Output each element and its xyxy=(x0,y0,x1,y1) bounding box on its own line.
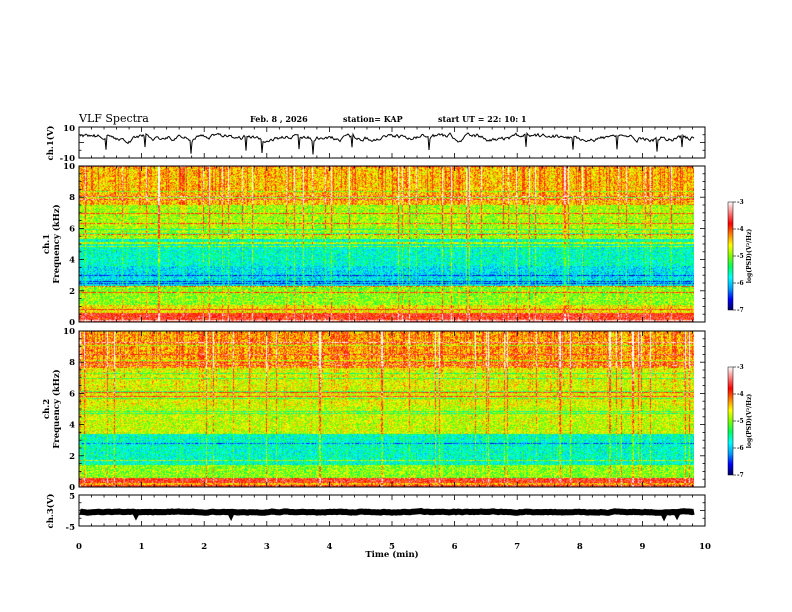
ch3-waveform-ticks xyxy=(78,494,706,527)
colorbar-tick-label: -4 xyxy=(737,226,744,233)
ch1-spectrogram-ytick-labels: 0 2 4 6 8 10 xyxy=(63,162,75,328)
colorbar-tick-label: -6 xyxy=(737,280,744,287)
x-tick-label: 8 xyxy=(577,542,583,552)
y-tick-label: 8 xyxy=(69,193,75,203)
x-tick-label: 2 xyxy=(201,542,207,552)
ch3-ytick-top: 5 xyxy=(69,492,75,502)
ch1-waveform-panel: 10 -10 ch.1(V) xyxy=(45,124,706,164)
ch1-colorbar-label: log(PSD)(V²/Hz) xyxy=(746,229,753,284)
ch1-spectrogram-ylabel-channel: ch.1 xyxy=(42,234,52,254)
colorbar-tick-label: -4 xyxy=(737,391,744,398)
ch2-spectrogram-ylabel-channel: ch.2 xyxy=(42,399,52,419)
y-tick-label: 4 xyxy=(69,421,75,431)
x-tick-label: 4 xyxy=(326,542,332,552)
y-tick-label: 2 xyxy=(69,452,75,462)
ch2-spectrogram-panel: 0 2 4 6 8 10 ch.2 Frequency (kHz) xyxy=(42,327,706,493)
x-tick-label: 6 xyxy=(452,542,458,552)
y-tick-label: 4 xyxy=(69,256,75,266)
y-tick-label: 0 xyxy=(69,318,75,328)
x-tick-label: 7 xyxy=(514,542,520,552)
y-tick-label: 6 xyxy=(69,224,75,234)
ch2-spectrogram-ticks xyxy=(78,330,706,488)
x-tick-label: 9 xyxy=(639,542,645,552)
colorbar-tick-label: -7 xyxy=(737,307,744,314)
ch2-spectrogram-ytick-labels: 0 2 4 6 8 10 xyxy=(63,327,75,493)
colorbar-tick-label: -7 xyxy=(737,472,744,479)
ch2-colorbar-tick-labels: -3 -4 -5 -6 -7 xyxy=(733,364,744,479)
ch2-spectrogram-heatmap xyxy=(79,331,694,487)
ch1-ytick-bottom: -10 xyxy=(60,154,75,164)
y-tick-label: 8 xyxy=(69,358,75,368)
colorbar-tick-label: -3 xyxy=(737,364,744,371)
figure-title: VLF Spectra xyxy=(78,112,149,125)
station-label: station= KAP xyxy=(343,114,403,124)
x-axis-tick-labels: 0 1 2 3 4 5 6 7 8 9 10 xyxy=(76,542,711,552)
x-axis-label: Time (min) xyxy=(365,549,418,560)
ch1-waveform-ticks xyxy=(78,126,706,159)
y-tick-label: 10 xyxy=(63,162,75,172)
ch1-colorbar-tick-labels: -3 -4 -5 -6 -7 xyxy=(733,199,744,314)
colorbar-tick-label: -5 xyxy=(737,253,744,260)
ch3-waveform-panel: 5 -5 ch.3(V) xyxy=(45,492,706,533)
ch1-spectrogram-ylabel-frequency: Frequency (kHz) xyxy=(51,204,62,283)
ch2-spectrogram-ylabel-frequency: Frequency (kHz) xyxy=(51,369,62,448)
ch1-spectrogram-panel: 0 2 4 6 8 10 ch.1 Frequency (kHz) xyxy=(42,162,706,328)
ch1-spectrogram-heatmap xyxy=(79,166,694,322)
ch1-waveform-ylabel: ch.1(V) xyxy=(45,126,56,161)
ch2-colorbar-label: log(PSD)(V²/Hz) xyxy=(746,394,753,449)
ch1-colorbar: -3 -4 -5 -6 -7 log(PSD)(V²/Hz) xyxy=(727,199,753,314)
x-tick-label: 0 xyxy=(76,542,82,552)
x-tick-label: 1 xyxy=(139,542,145,552)
x-tick-label: 3 xyxy=(264,542,270,552)
ch3-waveform-line xyxy=(79,507,695,522)
colorbar-tick-label: -3 xyxy=(737,199,744,206)
ch1-waveform-line xyxy=(79,131,695,155)
x-tick-label: 10 xyxy=(699,542,711,552)
ch3-waveform-ylabel: ch.3(V) xyxy=(45,494,56,529)
y-tick-label: 10 xyxy=(63,327,75,337)
colorbar-tick-label: -6 xyxy=(737,445,744,452)
x-tick-label: 5 xyxy=(389,542,395,552)
ch1-ytick-top: 10 xyxy=(63,124,75,134)
date-label: Feb. 8 , 2026 xyxy=(250,114,308,124)
colorbar-tick-label: -5 xyxy=(737,418,744,425)
y-tick-label: 0 xyxy=(69,483,75,493)
start-time-label: start UT = 22: 10: 1 xyxy=(438,114,527,124)
ch2-colorbar: -3 -4 -5 -6 -7 log(PSD)(V²/Hz) xyxy=(727,364,753,479)
ch1-spectrogram-ticks xyxy=(78,165,706,323)
y-tick-label: 6 xyxy=(69,389,75,399)
ch3-ytick-bottom: -5 xyxy=(66,523,76,533)
y-tick-label: 2 xyxy=(69,287,75,297)
